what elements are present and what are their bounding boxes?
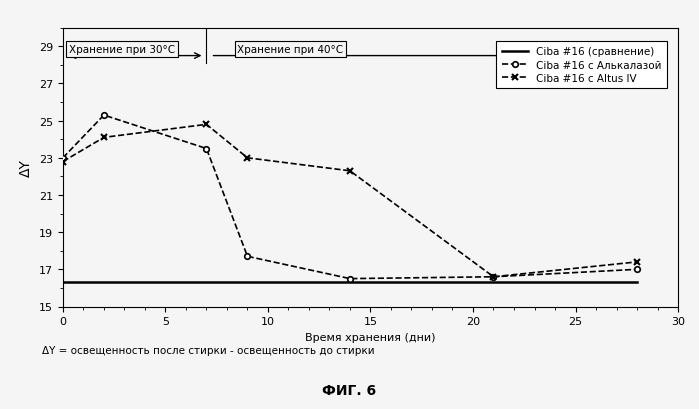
Line: Ciba #16 с Altus IV: Ciba #16 с Altus IV xyxy=(59,121,640,281)
Ciba #16 с Алькалазой xyxy=(489,274,498,279)
Text: ФИГ. 6: ФИГ. 6 xyxy=(322,383,377,397)
Ciba #16 с Алькалазой xyxy=(59,156,67,161)
Ciba #16 с Altus IV xyxy=(100,135,108,140)
Ciba #16 с Алькалазой xyxy=(243,254,252,259)
Legend: Ciba #16 (сравнение), Ciba #16 с Алькалазой, Ciba #16 с Altus IV: Ciba #16 (сравнение), Ciba #16 с Алькала… xyxy=(496,42,667,89)
X-axis label: Время хранения (дни): Время хранения (дни) xyxy=(305,332,435,342)
Ciba #16 с Altus IV xyxy=(59,160,67,164)
Text: Хранение при 40°С: Хранение при 40°С xyxy=(237,45,343,55)
Ciba #16 с Алькалазой xyxy=(202,147,210,152)
Ciba #16 с Altus IV xyxy=(243,156,252,161)
Ciba #16 с Алькалазой xyxy=(633,267,641,272)
Ciba #16 с Алькалазой xyxy=(100,113,108,118)
Ciba #16 с Altus IV xyxy=(633,260,641,265)
Ciba #16 с Altus IV xyxy=(202,123,210,128)
Ciba #16 с Алькалазой xyxy=(346,276,354,281)
Ciba #16 с Altus IV xyxy=(489,274,498,279)
Text: Хранение при 30°С: Хранение при 30°С xyxy=(69,45,175,55)
Text: ΔY = освещенность после стирки - освещенность до стирки: ΔY = освещенность после стирки - освещен… xyxy=(42,346,375,355)
Ciba #16 с Altus IV xyxy=(346,169,354,174)
Line: Ciba #16 с Алькалазой: Ciba #16 с Алькалазой xyxy=(60,113,640,282)
Y-axis label: ΔY: ΔY xyxy=(20,159,34,177)
